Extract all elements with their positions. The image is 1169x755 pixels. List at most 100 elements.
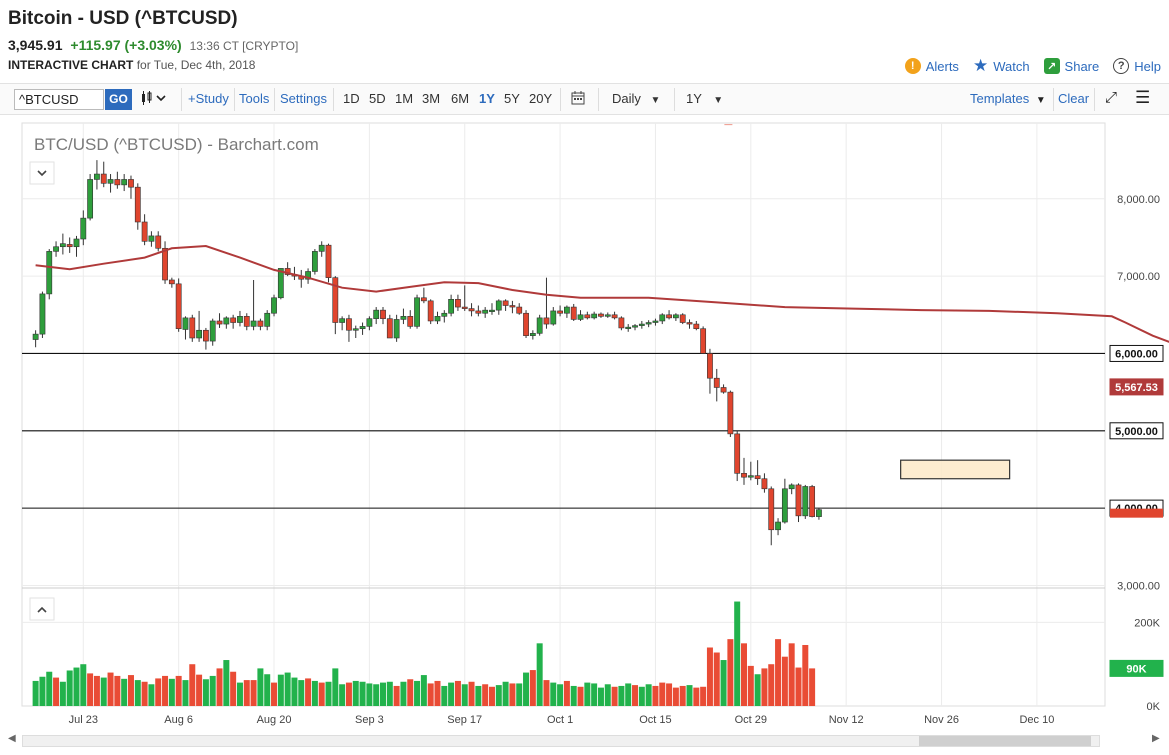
candle-body (482, 309, 489, 314)
draw-tool-icon[interactable]: ⤢ (1105, 89, 1118, 106)
volume-bar (345, 682, 352, 706)
time-scrollbar[interactable] (22, 735, 1100, 747)
templates-select[interactable]: Templates ▼ (970, 91, 1046, 106)
volume-bar (393, 685, 400, 706)
scroll-left-icon[interactable]: ◀ (8, 733, 16, 744)
alerts-label: Alerts (925, 58, 959, 74)
candle-body (672, 314, 679, 319)
symbol-input[interactable] (14, 89, 104, 110)
candlestick-type-icon[interactable] (141, 91, 167, 108)
y-tick-label: 8,000.00 (1117, 194, 1160, 206)
volume-bar (121, 678, 128, 706)
menu-icon[interactable]: ☰ (1135, 88, 1151, 107)
volume-bar (720, 660, 727, 706)
watch-button[interactable]: ★ Watch (973, 56, 1030, 76)
volume-bar (502, 681, 509, 706)
templates-label: Templates (970, 91, 1030, 106)
candle-body (87, 179, 94, 219)
chart-area[interactable]: BTC/USD (^BTCUSD) - Barchart.com 8,000.0… (0, 118, 1169, 740)
volume-bar (127, 675, 134, 706)
candle-body (80, 217, 87, 240)
x-tick-label: Jul 23 (69, 714, 98, 726)
volume-bar (59, 681, 66, 706)
candle-body (230, 317, 237, 323)
range-6m[interactable]: 6M (451, 91, 470, 106)
x-tick-label: Aug 6 (164, 714, 193, 726)
candle-body (66, 244, 73, 248)
candle-body (441, 312, 448, 317)
volume-bar (87, 673, 94, 706)
volume-bar (311, 680, 318, 706)
x-tick-label: Oct 29 (735, 714, 767, 726)
calendar-icon[interactable] (571, 91, 585, 108)
volume-bar (781, 656, 788, 706)
share-button[interactable]: ↗ Share (1043, 56, 1099, 76)
candle-body (523, 312, 529, 336)
volume-bar (727, 639, 734, 706)
go-button[interactable]: GO (105, 89, 132, 110)
volume-bar (73, 667, 80, 706)
candle-body (645, 322, 652, 325)
y-tick-label: 3,000.00 (1117, 580, 1160, 592)
candle-body (250, 320, 257, 327)
volume-bar (93, 675, 100, 706)
candle-body (148, 235, 155, 242)
alerts-button[interactable]: ! Alerts (904, 56, 959, 76)
x-tick-label: Aug 20 (257, 714, 292, 726)
candle-body (598, 313, 604, 317)
volume-bar (672, 687, 679, 706)
range-1d[interactable]: 1D (343, 91, 360, 106)
chart-frame (21, 122, 1106, 707)
candle-body (434, 316, 441, 322)
scroll-right-icon[interactable]: ▶ (1152, 733, 1160, 744)
quote-line: 3,945.91 +115.97 (+3.03%) 13:36 CT [CRYP… (8, 37, 298, 53)
scrollbar-thumb[interactable] (919, 736, 1091, 746)
candle-body (182, 317, 189, 330)
candle-body (386, 318, 393, 339)
volume-bar (134, 680, 141, 706)
volume-bar (257, 668, 264, 706)
candle-body (325, 244, 332, 278)
level-box (1109, 422, 1164, 440)
settings-button[interactable]: Settings (280, 91, 327, 106)
period-select[interactable]: 1Y ▼ (686, 91, 723, 106)
candle-body (380, 309, 386, 319)
candle-body (543, 317, 550, 325)
range-5y[interactable]: 5Y (504, 91, 520, 106)
candle-body (271, 297, 277, 314)
volume-bar (597, 687, 604, 706)
candle-body (366, 318, 373, 327)
tools-button[interactable]: Tools (239, 91, 270, 106)
volume-bar (795, 667, 802, 706)
volume-bar (325, 681, 332, 706)
volume-bar (543, 680, 550, 706)
candle-body (516, 306, 523, 314)
candle-body (679, 314, 686, 323)
study-button[interactable]: +Study (188, 91, 229, 106)
candle-body (114, 179, 121, 186)
range-3m[interactable]: 3M (422, 91, 441, 106)
candle-body (420, 297, 427, 302)
x-tick-label: Dec 10 (1019, 714, 1054, 726)
volume-bar (339, 684, 346, 706)
candle-body (339, 318, 346, 323)
price-chart-svg[interactable]: BTC/USD (^BTCUSD) - Barchart.com 8,000.0… (0, 118, 1169, 735)
candle-body (795, 484, 802, 517)
range-1m[interactable]: 1M (395, 91, 414, 106)
help-label: Help (1134, 58, 1161, 74)
help-button[interactable]: ? Help (1113, 56, 1161, 76)
volume-bar (332, 668, 339, 706)
clear-button[interactable]: Clear (1058, 91, 1090, 106)
volume-bar (761, 668, 768, 706)
range-1y[interactable]: 1Y (479, 91, 495, 106)
candle-body (632, 325, 638, 328)
range-5d[interactable]: 5D (369, 91, 386, 106)
last-price-flag (1110, 508, 1163, 518)
candle-body (475, 310, 482, 314)
volume-bar (148, 684, 155, 706)
candle-body (311, 251, 318, 272)
volume-bar (175, 675, 182, 706)
volume-bar (100, 677, 107, 706)
range-20y[interactable]: 20Y (529, 91, 553, 106)
interval-select[interactable]: Daily ▼ (612, 91, 660, 106)
